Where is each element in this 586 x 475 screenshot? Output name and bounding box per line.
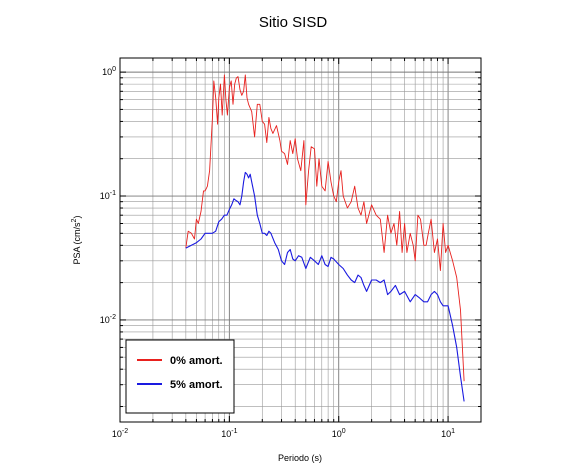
- y-tick-label: 100: [102, 66, 116, 77]
- y-tick-label-base: 10: [100, 191, 110, 201]
- legend-box: [125, 339, 235, 414]
- x-tick-label: 101: [441, 428, 455, 439]
- y-axis-label-end: ): [72, 216, 82, 219]
- y-axis-label-main: PSA (cm/s: [72, 222, 82, 265]
- y-axis-label-sup: 2: [71, 218, 78, 222]
- x-tick-label-exp: -2: [122, 428, 128, 435]
- y-tick-label: 10-2: [100, 314, 116, 325]
- series-line-0: [185, 74, 465, 382]
- y-tick-label-exp: -1: [110, 190, 116, 197]
- legend: 0% amort. 5% amort.: [125, 339, 235, 414]
- x-tick-label: 10-1: [221, 428, 237, 439]
- x-tick-label-base: 10: [112, 429, 122, 439]
- y-tick-label-exp: 0: [112, 66, 116, 73]
- y-tick-label-base: 10: [100, 315, 110, 325]
- x-tick-label-exp: 0: [342, 428, 346, 435]
- x-axis-label: Periodo (s): [278, 453, 322, 463]
- series-line-1: [185, 171, 465, 402]
- x-tick-label-base: 10: [221, 429, 231, 439]
- x-tick-label: 100: [332, 428, 346, 439]
- y-tick-label-exp: -2: [110, 314, 116, 321]
- legend-label-series-1: 5% amort.: [170, 379, 223, 391]
- x-tick-label-base: 10: [441, 429, 451, 439]
- y-tick-label: 10-1: [100, 190, 116, 201]
- tick-marks: [119, 58, 482, 422]
- x-tick-label-base: 10: [332, 429, 342, 439]
- chart-title: Sitio SISD: [259, 14, 328, 31]
- y-tick-label-base: 10: [102, 67, 112, 77]
- x-tick-label-exp: 1: [451, 428, 455, 435]
- x-tick-label-exp: -1: [231, 428, 237, 435]
- grid-lines: [119, 58, 482, 422]
- plot-frame: [119, 57, 482, 423]
- x-tick-label: 10-2: [112, 428, 128, 439]
- legend-label-series-0: 0% amort.: [170, 355, 223, 367]
- series-layer: [185, 74, 465, 402]
- y-axis-label: PSA (cm/s2): [71, 216, 82, 265]
